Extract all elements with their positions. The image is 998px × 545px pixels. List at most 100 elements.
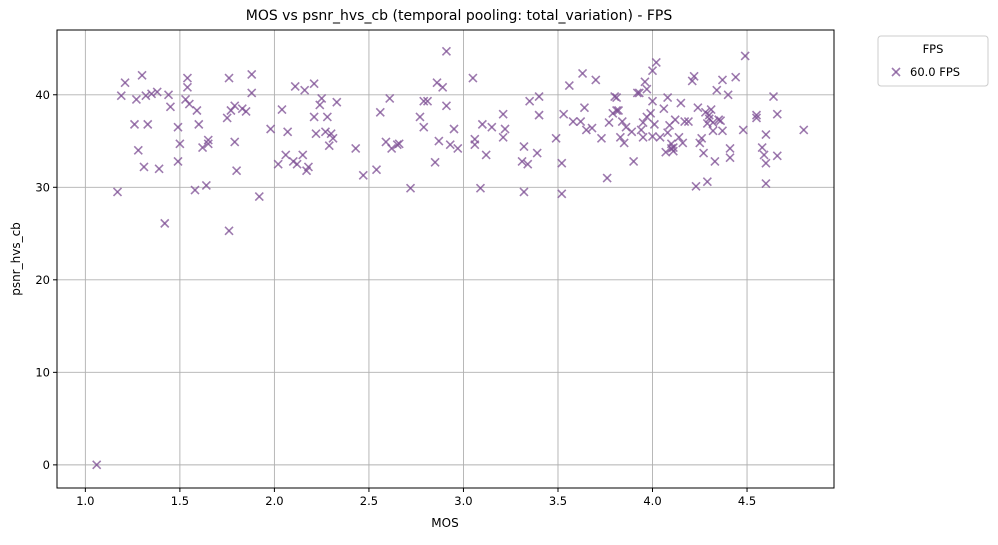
data-point: [649, 119, 659, 129]
data-point: [604, 117, 614, 128]
data-point: [415, 112, 425, 122]
data-points: [92, 46, 809, 470]
data-point: [324, 141, 334, 151]
data-point: [487, 122, 497, 132]
data-point: [175, 139, 185, 149]
data-point: [557, 158, 567, 168]
data-point: [619, 138, 629, 148]
y-tick-label: 10: [35, 365, 50, 379]
data-point: [532, 148, 542, 158]
data-point: [224, 73, 234, 83]
y-tick-label: 20: [35, 273, 50, 287]
data-point: [581, 125, 591, 135]
x-tick-label: 4.0: [643, 494, 661, 508]
data-point: [551, 133, 561, 143]
data-point: [143, 119, 153, 129]
data-point: [141, 91, 151, 101]
data-point: [453, 143, 463, 153]
data-point: [385, 93, 395, 104]
data-point: [309, 79, 319, 89]
data-point: [576, 117, 586, 127]
data-point: [651, 57, 661, 67]
data-point: [247, 88, 257, 98]
data-point: [668, 146, 678, 156]
data-point: [154, 164, 164, 174]
data-point: [182, 73, 193, 83]
data-point: [717, 126, 728, 136]
data-point: [725, 153, 735, 163]
chart-title: MOS vs psnr_hvs_cb (temporal pooling: to…: [246, 8, 673, 24]
data-point: [203, 139, 213, 149]
grid-lines: [57, 30, 834, 488]
legend-entry-label: 60.0 FPS: [910, 65, 960, 79]
data-point: [394, 139, 404, 149]
data-point: [311, 129, 321, 139]
data-point: [587, 123, 597, 133]
legend: FPS 60.0 FPS: [877, 35, 989, 87]
data-point: [328, 133, 338, 143]
y-tick-label: 40: [35, 88, 50, 102]
data-point: [676, 98, 686, 108]
data-point: [613, 105, 624, 116]
data-point: [670, 115, 680, 125]
data-point: [761, 129, 771, 140]
data-point: [309, 112, 319, 122]
data-point: [198, 142, 208, 153]
data-point: [468, 73, 478, 83]
data-point: [283, 127, 293, 137]
data-point: [430, 157, 440, 167]
data-point: [725, 143, 735, 153]
data-point: [697, 133, 707, 143]
data-point: [475, 183, 486, 193]
x-axis-ticks: 1.0 1.5 2.0 2.5 3.0 3.5 4.0 4.5: [76, 488, 756, 508]
data-point: [525, 96, 535, 106]
data-point: [298, 150, 308, 160]
data-point: [332, 97, 342, 107]
data-point: [799, 125, 809, 135]
data-point: [273, 159, 283, 169]
data-point: [716, 116, 726, 126]
data-point: [139, 162, 149, 172]
data-point: [152, 87, 162, 97]
data-point: [612, 105, 622, 116]
data-point: [230, 101, 240, 111]
data-point: [182, 82, 193, 92]
data-point: [717, 75, 728, 85]
data-point: [663, 92, 673, 103]
data-point: [683, 117, 693, 127]
data-point: [759, 150, 769, 160]
data-point: [498, 109, 508, 119]
data-point: [317, 93, 327, 104]
x-tick-label: 2.0: [265, 494, 283, 508]
data-point: [300, 85, 310, 95]
data-point: [738, 125, 748, 135]
data-point: [387, 143, 397, 153]
data-point: [768, 92, 779, 102]
data-point: [146, 89, 157, 99]
data-point: [131, 94, 141, 104]
data-point: [375, 107, 385, 117]
data-point: [761, 179, 771, 189]
data-point: [315, 100, 325, 110]
data-point: [704, 110, 714, 120]
data-point: [160, 218, 170, 228]
data-point: [112, 187, 123, 197]
data-point: [638, 132, 648, 142]
data-point: [422, 96, 433, 106]
legend-x-marker: [891, 67, 901, 77]
data-point: [602, 173, 612, 183]
data-point: [647, 96, 658, 106]
data-point: [500, 124, 510, 134]
data-point: [708, 126, 718, 136]
data-point: [137, 70, 147, 80]
legend-box: [877, 35, 989, 87]
data-point: [636, 125, 646, 135]
data-point: [647, 66, 658, 76]
data-point: [634, 88, 644, 98]
data-point: [498, 132, 508, 142]
data-point: [710, 156, 720, 166]
data-point: [712, 85, 722, 95]
data-point: [173, 156, 183, 166]
data-point: [326, 129, 336, 139]
